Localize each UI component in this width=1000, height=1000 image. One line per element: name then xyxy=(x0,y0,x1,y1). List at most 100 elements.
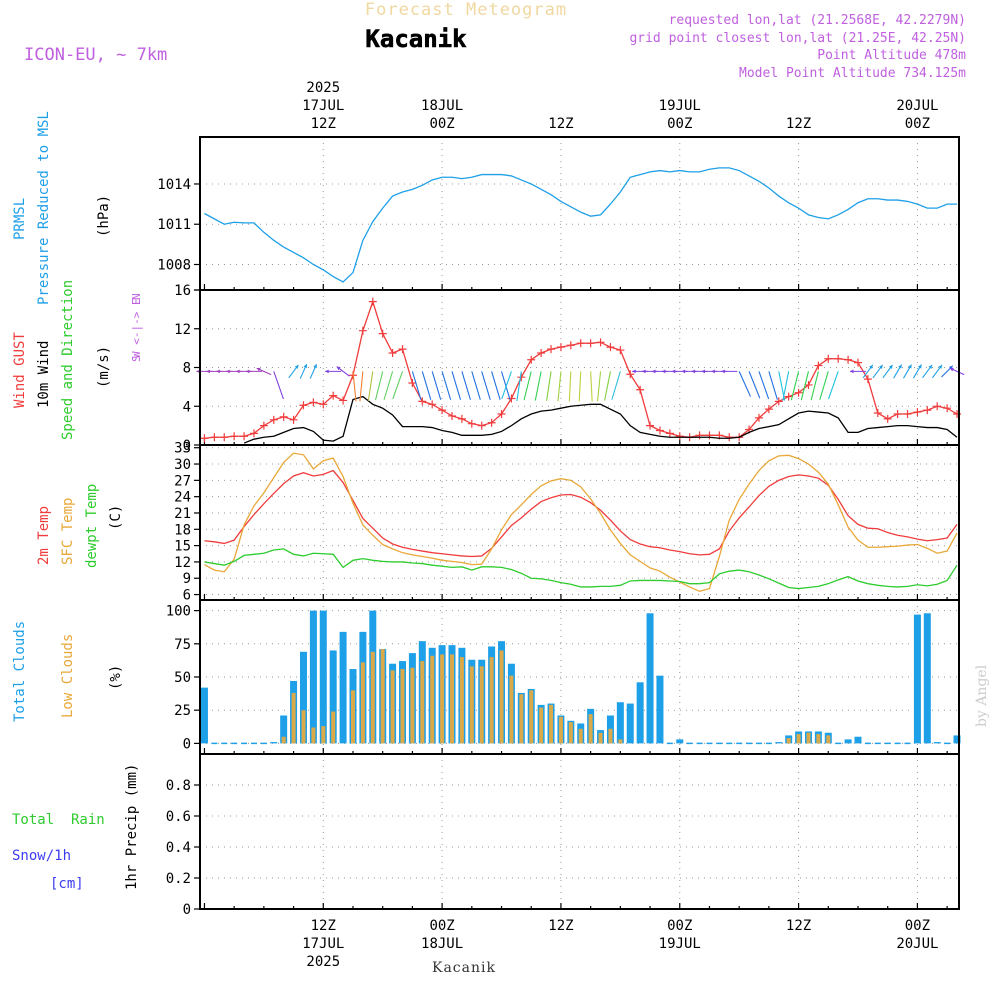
time-label: 2025 xyxy=(306,80,340,96)
info-line-1: requested lon,lat (21.2568E, 42.2279N) xyxy=(669,13,966,28)
total-cloud-bar xyxy=(270,742,278,744)
wind-arrow xyxy=(374,371,384,401)
wind-arrow xyxy=(568,371,572,402)
low-cloud-bar xyxy=(489,657,494,744)
time-label: 19JUL xyxy=(659,98,701,114)
wind-arrow xyxy=(611,371,621,400)
low-cloud-bar xyxy=(509,675,514,744)
low-cloud-bar xyxy=(321,726,326,744)
wind-arrow xyxy=(481,371,491,400)
wind-arrow xyxy=(352,371,357,402)
gust-marker xyxy=(764,405,773,414)
gust-marker xyxy=(665,429,674,438)
gust-marker xyxy=(378,329,387,338)
low-cloud-bar xyxy=(291,692,296,744)
sfc-temp-label: SFC Temp xyxy=(60,498,76,565)
total-cloud-bar xyxy=(854,736,862,744)
low-clouds-label: Low Clouds xyxy=(60,634,76,718)
gust-marker xyxy=(784,392,793,401)
y-tick-label: 33 xyxy=(174,441,191,457)
low-cloud-bar xyxy=(816,734,821,744)
time-label: 12Z xyxy=(548,918,573,934)
y-tick-label: 9 xyxy=(183,571,191,587)
low-cloud-bar xyxy=(558,716,563,744)
gust-marker xyxy=(527,355,536,364)
time-label: 00Z xyxy=(905,116,930,132)
time-label: 12Z xyxy=(548,116,573,132)
gust-marker xyxy=(794,388,803,397)
gust-marker xyxy=(200,434,209,443)
wind-arrow xyxy=(471,371,481,400)
wind-arrow xyxy=(359,371,364,402)
dewpt-label: dewpt Temp xyxy=(84,484,100,568)
gust-marker xyxy=(814,361,823,370)
wind-arrow xyxy=(758,371,770,400)
low-cloud-bar xyxy=(331,711,336,744)
y-tick-label: 75 xyxy=(174,637,191,653)
total-cloud-bar xyxy=(933,742,941,744)
low-cloud-bar xyxy=(786,738,791,744)
total-cloud-bar xyxy=(923,613,931,744)
wind-arrow-head xyxy=(917,364,922,369)
total-cloud-bar xyxy=(339,631,347,744)
time-label: 12Z xyxy=(786,918,811,934)
cloud-unit: (%) xyxy=(108,665,124,690)
total-cloud-bar xyxy=(626,703,634,744)
panel-wind: 0 4 8 12 16 xyxy=(174,283,965,454)
y-tick-label: 24 xyxy=(174,490,191,506)
precip-unit: 1hr Precip (mm) xyxy=(124,764,140,890)
gust-marker xyxy=(556,343,565,352)
y-tick-label: 6 xyxy=(183,588,191,604)
wind-arrow-head xyxy=(949,367,954,372)
total-cloud-bar xyxy=(280,715,288,744)
series-dewpt-temp xyxy=(204,548,958,590)
y-tick-label: 18 xyxy=(174,522,191,538)
snow-label: Snow/1h xyxy=(12,848,71,864)
forecast-title: Forecast Meteogram xyxy=(365,0,567,20)
gust-marker xyxy=(438,406,447,415)
wind-arrow-head xyxy=(928,364,933,369)
y-tick-label: 12 xyxy=(174,322,191,338)
gust-marker xyxy=(943,404,952,413)
y-tick-label: 12 xyxy=(174,555,191,571)
total-cloud-bar xyxy=(676,739,684,744)
low-cloud-bar xyxy=(826,735,831,744)
gust-marker xyxy=(626,370,635,379)
wind-arrow-head xyxy=(878,364,883,369)
gust-marker xyxy=(844,355,853,364)
low-cloud-bar xyxy=(549,704,554,744)
gust-marker xyxy=(853,358,862,367)
wind-arrow xyxy=(546,371,552,402)
time-label: 00Z xyxy=(905,918,930,934)
wind-arrow xyxy=(790,371,800,401)
total-cloud-bar xyxy=(775,742,783,744)
wind-arrow xyxy=(828,371,839,400)
info-line-3: Point Altitude 478m xyxy=(817,48,966,63)
time-label: 00Z xyxy=(429,918,454,934)
y-tick-label: 1008 xyxy=(157,258,191,274)
total-cloud-bar xyxy=(616,702,624,744)
gust-marker xyxy=(299,401,308,410)
total-cloud-bar xyxy=(844,739,852,744)
gust-marker xyxy=(358,326,367,335)
gust-marker xyxy=(646,421,655,430)
wind-arrow-head xyxy=(701,369,705,374)
wind-arrow-head xyxy=(938,364,943,369)
series-sfc-temp xyxy=(204,452,958,592)
wind-arrow xyxy=(738,371,752,397)
wind-arrow xyxy=(523,371,532,401)
wind-arrow-head xyxy=(236,369,240,374)
precip-labels: Total Rain Snow/1h [cm] 1hr Precip (mm) xyxy=(12,764,140,892)
total-cloud-bar xyxy=(329,650,337,744)
low-cloud-bar xyxy=(588,714,593,744)
total-cloud-bar xyxy=(913,614,921,744)
gust-marker xyxy=(616,346,625,355)
gust-marker xyxy=(566,341,575,350)
low-cloud-bar xyxy=(450,654,455,744)
low-cloud-bar xyxy=(568,722,573,744)
y-tick-label: 8 xyxy=(183,361,191,377)
y-tick-label: 50 xyxy=(174,670,191,686)
wind-arrow xyxy=(782,371,790,401)
total-cloud-bar xyxy=(953,735,961,744)
